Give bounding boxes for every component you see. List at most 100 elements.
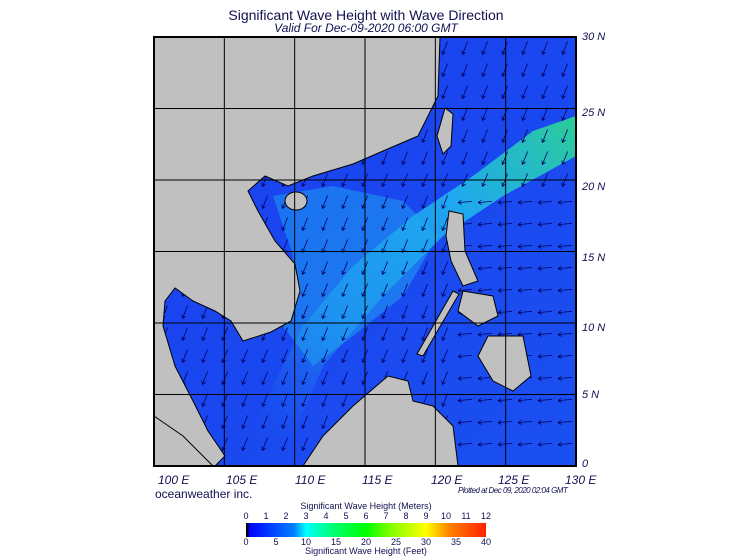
wave-direction-arrow (421, 305, 428, 319)
colorbar (246, 523, 486, 537)
wave-direction-arrow (401, 327, 408, 341)
wave-direction-arrow (421, 349, 428, 363)
wave-direction-arrow (421, 371, 428, 385)
wave-direction-arrow (537, 287, 553, 293)
lat-label: 10 N (582, 322, 606, 334)
colorbar-tick: 6 (363, 511, 369, 521)
wave-direction-arrow (537, 243, 553, 249)
wave-direction-arrow (381, 283, 388, 297)
wave-direction-arrow (557, 243, 573, 249)
wave-direction-arrow (517, 221, 533, 227)
wave-direction-arrow (381, 327, 388, 341)
wave-direction-arrow (441, 349, 448, 363)
wave-direction-arrow (341, 195, 348, 209)
wave-direction-arrow (421, 283, 428, 297)
wave-direction-arrow (381, 151, 388, 165)
colorbar-title-feet: Significant Wave Height (Feet) (305, 546, 427, 556)
wave-direction-arrow (561, 129, 568, 143)
wave-direction-arrow (457, 287, 473, 293)
wave-direction-arrow (281, 393, 288, 407)
lon-label: 130 E (565, 473, 597, 487)
wave-direction-arrow (541, 107, 548, 121)
wave-direction-arrow (481, 129, 488, 143)
wave-direction-arrow (557, 353, 573, 359)
wave-direction-arrow (537, 419, 553, 425)
lon-label: 105 E (226, 473, 258, 487)
wave-direction-arrow (321, 371, 328, 385)
wave-direction-arrow (477, 265, 493, 271)
wave-direction-arrow (301, 217, 308, 231)
wave-direction-arrow (517, 397, 533, 403)
wave-direction-arrow (341, 283, 348, 297)
wave-direction-arrow (457, 353, 473, 359)
wave-direction-arrow (201, 371, 208, 385)
wave-direction-arrow (561, 85, 568, 99)
wave-direction-arrow (517, 441, 533, 447)
wave-direction-arrow (381, 349, 388, 363)
wave-direction-arrow (301, 437, 308, 451)
wave-direction-arrow (497, 221, 513, 227)
lat-label: 15 N (582, 252, 606, 264)
wave-direction-arrow (517, 419, 533, 425)
wave-direction-arrow (457, 199, 473, 205)
lon-label: 100 E (158, 473, 190, 487)
wave-direction-arrow (441, 217, 448, 231)
lon-label: 110 E (295, 473, 326, 487)
wave-direction-arrow (441, 371, 448, 385)
wave-direction-arrow (521, 85, 528, 99)
wave-direction-arrow (561, 41, 568, 55)
wave-direction-arrow (341, 371, 348, 385)
land (153, 36, 532, 467)
wave-direction-arrow (541, 151, 548, 165)
wave-direction-arrow (441, 195, 448, 209)
wave-direction-arrow (261, 437, 268, 451)
colorbar-tick: 9 (423, 511, 429, 521)
wave-direction-arrow (501, 129, 508, 143)
wave-direction-arrow (341, 261, 348, 275)
wave-direction-arrow (541, 129, 548, 143)
wave-direction-arrow (517, 287, 533, 293)
wave-direction-arrow (477, 243, 493, 249)
wave-direction-arrow (477, 199, 493, 205)
wave-direction-arrow (557, 331, 573, 337)
wave-direction-arrow (321, 305, 328, 319)
wave-direction-arrow (517, 199, 533, 205)
wave-direction-arrow (241, 437, 248, 451)
wave-direction-arrow (181, 349, 188, 363)
wave-direction-arrow (321, 393, 328, 407)
wave-direction-arrow (181, 305, 188, 319)
wave-direction-arrow (441, 85, 448, 99)
wave-direction-arrow (481, 85, 488, 99)
high-wave-band-2 (273, 186, 438, 366)
wave-direction-arrow (341, 393, 348, 407)
colorbar-tick: 4 (323, 511, 329, 521)
wave-direction-arrow (301, 327, 308, 341)
wave-direction-arrow (341, 305, 348, 319)
wave-direction-arrow (301, 261, 308, 275)
wave-direction-arrow (281, 371, 288, 385)
wave-direction-arrow (321, 217, 328, 231)
wave-direction-arrow (341, 217, 348, 231)
wave-direction-arrow (557, 287, 573, 293)
wave-direction-arrow (537, 221, 553, 227)
wave-direction-arrow (517, 265, 533, 271)
wave-direction-arrow (497, 243, 513, 249)
wave-direction-arrow (521, 41, 528, 55)
wave-direction-arrow (441, 261, 448, 275)
wave-direction-arrow (557, 199, 573, 205)
wave-direction-arrow (461, 129, 468, 143)
wave-direction-arrow (321, 415, 328, 429)
wave-direction-arrow (521, 63, 528, 77)
colorbar-tick: 1 (263, 511, 269, 521)
lat-label: 20 N (582, 181, 606, 193)
wave-direction-arrow (557, 309, 573, 315)
colorbar-tick: 11 (461, 511, 471, 521)
wave-direction-arrow (401, 151, 408, 165)
wave-direction-arrow (261, 349, 268, 363)
colorbar-tick: 7 (383, 511, 389, 521)
lat-label: 30 N (582, 31, 606, 43)
wave-direction-arrow (461, 151, 468, 165)
wave-direction-arrow (421, 327, 428, 341)
wave-direction-arrow (261, 393, 268, 407)
wave-direction-arrow (241, 371, 248, 385)
